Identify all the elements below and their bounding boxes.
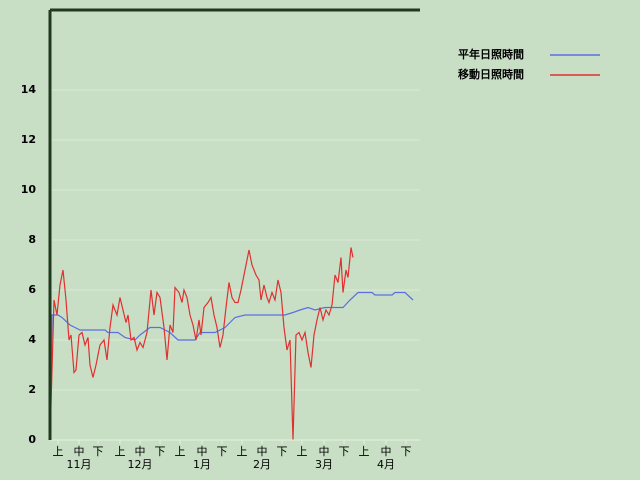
lines [49, 247, 414, 441]
y-tick-label: 12 [21, 133, 36, 146]
legend-label: 平年日照時間 [458, 47, 524, 61]
y-tick-label: 10 [21, 183, 37, 196]
x-tick-label: 下 [401, 445, 412, 458]
month-label: 11月 [67, 458, 92, 471]
x-tick-label: 中 [381, 445, 392, 458]
x-tick-label: 下 [155, 445, 166, 458]
labels: 02468101214上中下上中下上中下上中下上中下上中下11月 12月 1月 2月 3… [21, 83, 412, 471]
x-tick-label: 上 [297, 445, 308, 458]
y-tick-label: 6 [28, 283, 36, 296]
x-tick-label: 下 [277, 445, 288, 458]
series-line [49, 247, 354, 441]
y-tick-label: 2 [28, 383, 36, 396]
x-tick-label: 上 [359, 445, 370, 458]
y-tick-label: 4 [28, 333, 36, 346]
month-label: 1月 [193, 458, 211, 471]
x-tick-label: 上 [175, 445, 186, 458]
x-tick-label: 上 [53, 445, 64, 458]
x-tick-label: 上 [115, 445, 126, 458]
month-label: 3月 [315, 458, 333, 471]
x-tick-label: 上 [237, 445, 248, 458]
month-label: 2月 [253, 458, 271, 471]
legend-label: 移動日照時間 [458, 67, 524, 81]
series-line [49, 291, 414, 441]
month-label: 12月 [128, 458, 153, 471]
grid [50, 89, 420, 444]
x-tick-label: 下 [339, 445, 350, 458]
y-tick-label: 8 [28, 233, 36, 246]
x-tick-label: 中 [74, 445, 85, 458]
x-tick-label: 中 [135, 445, 146, 458]
y-tick-label: 14 [21, 83, 37, 96]
x-tick-label: 下 [217, 445, 228, 458]
x-tick-label: 中 [257, 445, 268, 458]
x-tick-label: 中 [197, 445, 208, 458]
x-tick-label: 下 [93, 445, 104, 458]
x-tick-label: 中 [319, 445, 330, 458]
month-label: 4月 [377, 458, 395, 471]
y-tick-label: 0 [28, 433, 36, 446]
